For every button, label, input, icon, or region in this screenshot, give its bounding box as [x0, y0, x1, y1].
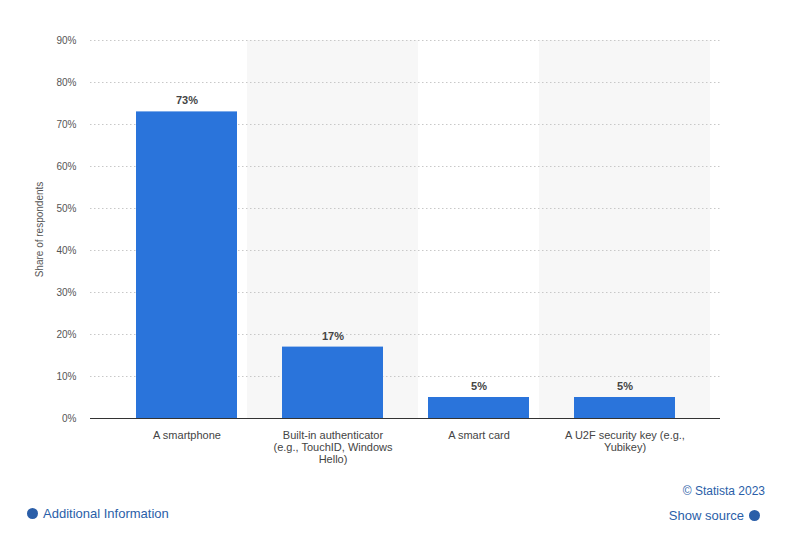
svg-text:90%: 90% — [56, 35, 76, 46]
svg-text:40%: 40% — [56, 245, 76, 256]
svg-text:30%: 30% — [56, 287, 76, 298]
svg-text:A smartphone: A smartphone — [153, 429, 221, 441]
svg-text:A U2F security key (e.g.,Yubik: A U2F security key (e.g.,Yubikey) — [565, 429, 685, 453]
svg-text:20%: 20% — [56, 329, 76, 340]
svg-text:17%: 17% — [322, 330, 344, 342]
svg-text:50%: 50% — [56, 203, 76, 214]
svg-text:Share of respondents: Share of respondents — [34, 182, 45, 278]
svg-text:73%: 73% — [176, 94, 198, 106]
svg-text:Built-in authenticator(e.g., T: Built-in authenticator(e.g., TouchID, Wi… — [273, 429, 393, 465]
html-text:Show source: Show source — [668, 508, 744, 523]
svg-text:70%: 70% — [56, 119, 76, 130]
svg-text:5%: 5% — [471, 380, 487, 392]
svg-text:0%: 0% — [62, 413, 77, 424]
svg-text:60%: 60% — [56, 161, 76, 172]
html-text:© Statista 2023: © Statista 2023 — [682, 484, 765, 498]
svg-text:A smart card: A smart card — [448, 429, 510, 441]
svg-text:5%: 5% — [617, 380, 633, 392]
svg-text:80%: 80% — [56, 77, 76, 88]
svg-text:10%: 10% — [56, 371, 76, 382]
html-text:Additional Information: Additional Information — [43, 506, 169, 521]
